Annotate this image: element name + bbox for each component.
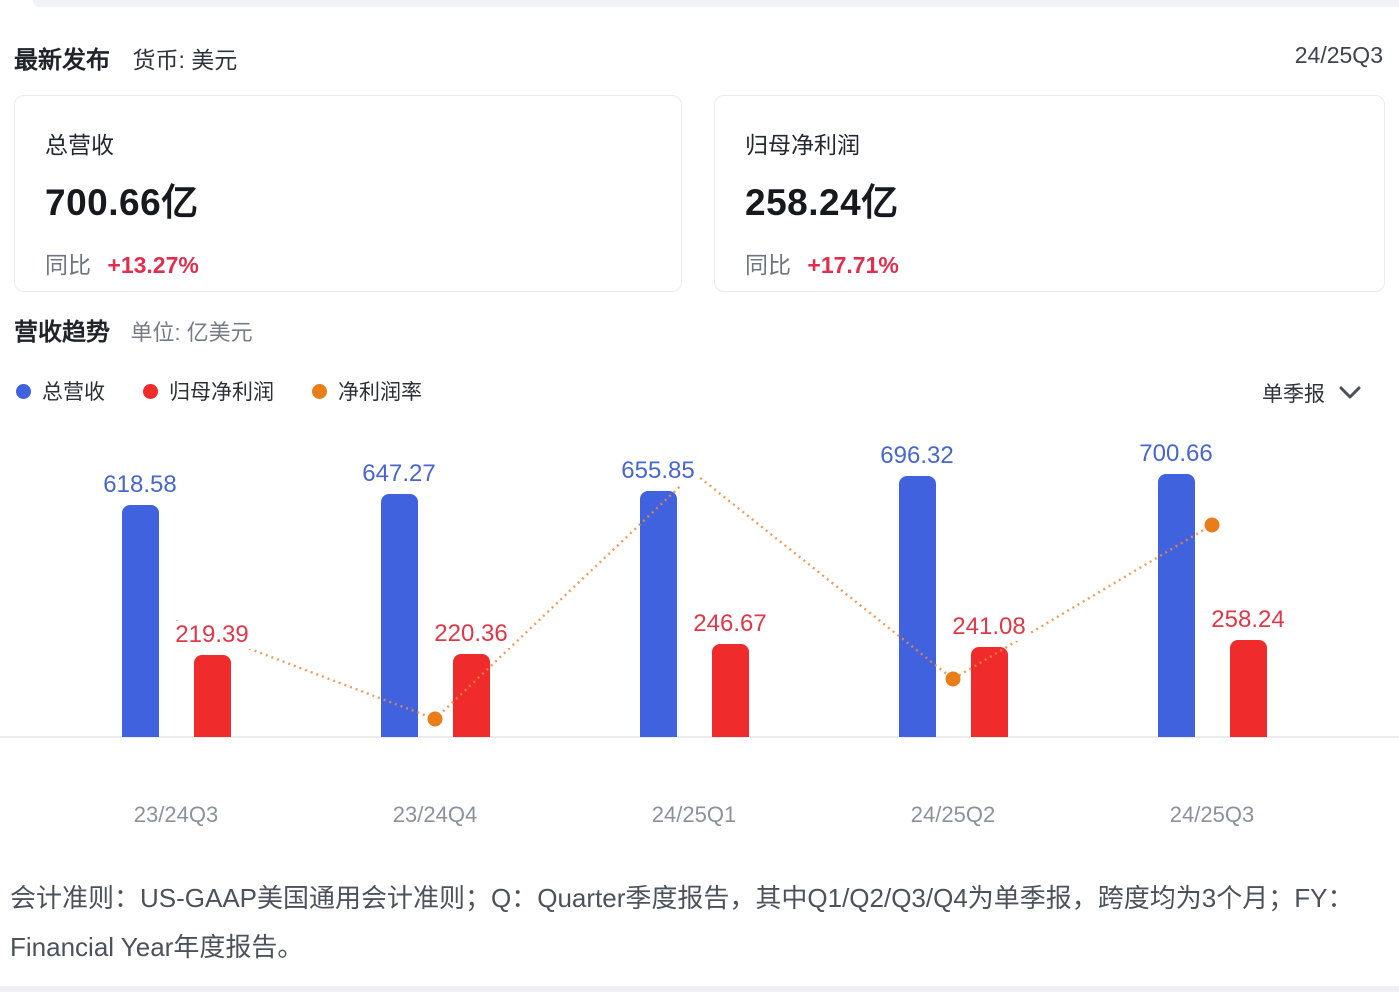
- profit-bar[interactable]: [1229, 640, 1267, 737]
- revenue-bar[interactable]: [121, 505, 159, 737]
- revenue-bar[interactable]: [380, 494, 418, 737]
- profit-bar[interactable]: [711, 644, 749, 737]
- profit-value-label: 246.67: [690, 610, 770, 638]
- revenue-bar[interactable]: [639, 491, 677, 737]
- revenue-bar[interactable]: [898, 476, 936, 737]
- revenue-value-label: 696.32: [877, 442, 957, 470]
- metric-value: 700.66亿: [45, 182, 199, 223]
- revenue-trend-section-header: 营收趋势 单位: 亿美元: [14, 312, 253, 347]
- section-title: 营收趋势: [14, 319, 110, 346]
- top-divider: [33, 0, 1399, 7]
- yoy-label: 同比: [45, 252, 91, 278]
- yoy-label: 同比: [745, 252, 791, 278]
- report-period-label: 24/25Q3: [1294, 42, 1383, 68]
- profit-value-label: 219.39: [172, 621, 252, 649]
- profit-value-label: 258.24: [1208, 606, 1288, 634]
- chart-legend: 总营收 归母净利润 净利润率: [16, 376, 422, 406]
- revenue-value-label: 618.58: [100, 471, 180, 499]
- revenue-value-label: 655.85: [618, 457, 698, 485]
- net-margin-point[interactable]: [1204, 517, 1220, 533]
- header: 最新发布 货币: 美元 24/25Q3: [14, 40, 1385, 74]
- bottom-divider: [0, 986, 1399, 992]
- profit-bar[interactable]: [193, 655, 231, 737]
- x-axis-label: 23/24Q3: [133, 802, 219, 827]
- legend-label: 净利润率: [338, 381, 422, 404]
- currency-label: 货币: 美元: [132, 47, 238, 73]
- legend-item-net-profit[interactable]: 归母净利润: [143, 376, 274, 406]
- report-type-label: 单季报: [1262, 383, 1325, 406]
- yoy-value: +17.71%: [807, 252, 899, 278]
- profit-value-label: 220.36: [431, 620, 511, 648]
- profit-value-label: 241.08: [949, 613, 1029, 641]
- legend-label: 归母净利润: [169, 381, 274, 404]
- legend-dot-blue: [16, 383, 31, 399]
- metric-label: 总营收: [45, 132, 114, 158]
- latest-release-title: 最新发布: [14, 47, 110, 74]
- net-profit-card: 归母净利润 258.24亿 同比 +17.71%: [714, 95, 1385, 292]
- total-revenue-card: 总营收 700.66亿 同比 +13.27%: [14, 95, 682, 292]
- profit-bar[interactable]: [452, 654, 490, 737]
- legend-dot-orange: [312, 383, 327, 399]
- revenue-bar[interactable]: [1157, 474, 1195, 737]
- x-axis-label: 24/25Q2: [910, 802, 996, 827]
- metric-label: 归母净利润: [745, 132, 860, 158]
- legend-item-net-margin[interactable]: 净利润率: [312, 376, 422, 406]
- profit-bar[interactable]: [970, 647, 1008, 737]
- legend-dot-red: [143, 383, 158, 399]
- revenue-value-label: 700.66: [1136, 440, 1216, 468]
- x-axis-label: 24/25Q1: [651, 802, 737, 827]
- revenue-value-label: 647.27: [359, 460, 439, 488]
- accounting-note: 会计准则：US-GAAP美国通用会计准则；Q：Quarter季度报告，其中Q1/…: [10, 883, 1354, 962]
- x-axis-label: 24/25Q3: [1169, 802, 1255, 827]
- net-margin-point[interactable]: [427, 711, 443, 727]
- net-margin-point[interactable]: [945, 671, 961, 687]
- metric-value: 258.24亿: [745, 182, 899, 223]
- legend-item-total-revenue[interactable]: 总营收: [16, 376, 105, 406]
- chevron-down-icon: [1339, 386, 1361, 400]
- legend-label: 总营收: [42, 381, 105, 404]
- x-axis-baseline: [0, 736, 1399, 738]
- x-axis-label: 23/24Q4: [392, 802, 478, 827]
- yoy-value: +13.27%: [107, 252, 199, 278]
- report-type-selector[interactable]: 单季报: [1262, 378, 1361, 408]
- unit-label: 单位: 亿美元: [130, 320, 253, 345]
